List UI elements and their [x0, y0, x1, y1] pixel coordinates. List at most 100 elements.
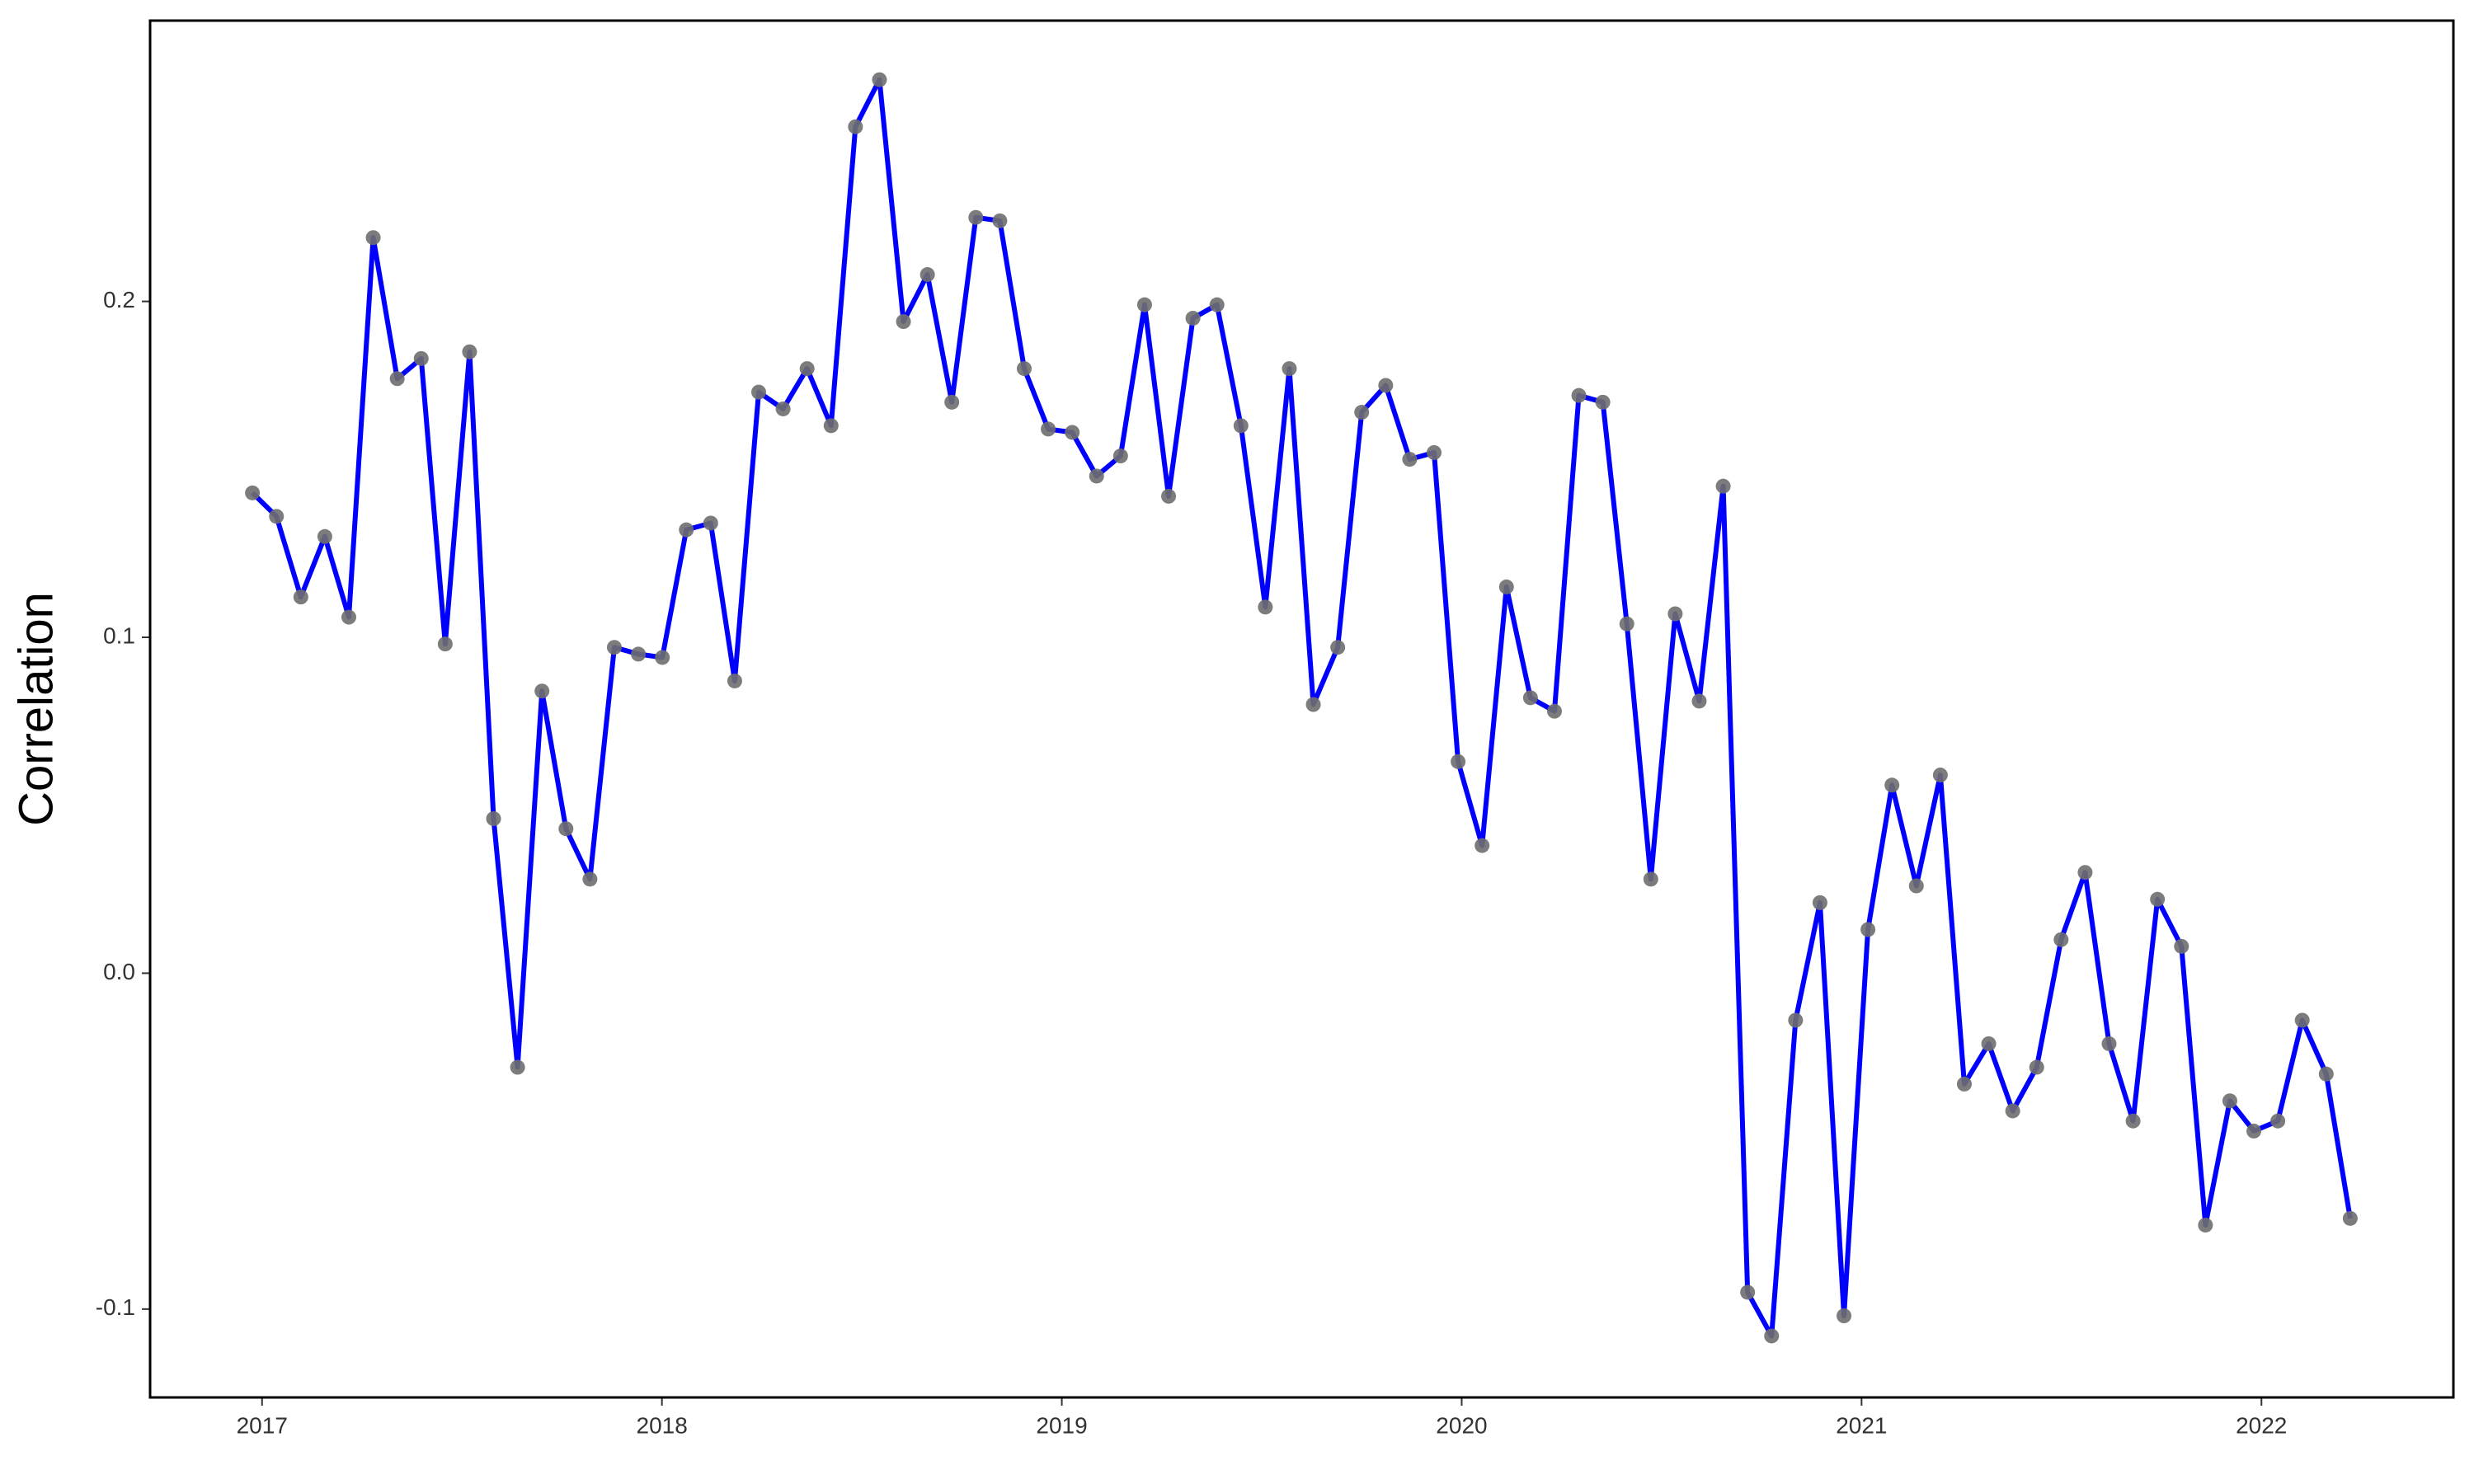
data-point: [2053, 932, 2069, 947]
data-point: [1812, 895, 1827, 910]
data-point: [799, 361, 815, 377]
data-point: [1595, 394, 1611, 410]
data-point: [2077, 865, 2093, 881]
data-point: [1089, 468, 1104, 484]
data-point: [1016, 361, 1032, 377]
x-tick-label: 2022: [2236, 1412, 2287, 1438]
data-point: [269, 509, 285, 524]
data-point: [2342, 1210, 2358, 1226]
data-point: [1451, 754, 1466, 769]
data-point: [413, 350, 429, 366]
data-point: [1065, 425, 1080, 440]
data-point: [510, 1059, 525, 1075]
data-point: [968, 209, 984, 225]
data-point: [1860, 922, 1876, 937]
data-point: [823, 418, 839, 434]
data-point: [1161, 488, 1177, 504]
data-point: [2005, 1103, 2020, 1119]
data-point: [1041, 421, 1056, 437]
data-point: [2174, 938, 2189, 954]
data-point: [1498, 579, 1514, 594]
data-point: [679, 522, 694, 538]
data-point: [293, 589, 308, 605]
y-tick-label: 0.2: [103, 287, 135, 312]
data-point: [1788, 1012, 1804, 1028]
series-line: [251, 77, 2353, 1339]
data-point: [1112, 448, 1128, 464]
data-point: [462, 344, 477, 359]
data-point: [365, 230, 381, 246]
data-point: [944, 394, 960, 410]
data-point: [1185, 310, 1201, 326]
data-point: [1330, 640, 1346, 655]
x-tick-label: 2019: [1036, 1412, 1087, 1438]
data-point: [2246, 1123, 2262, 1139]
data-point: [872, 72, 887, 87]
data-point: [631, 646, 647, 662]
data-point: [1667, 606, 1683, 622]
data-point: [245, 485, 261, 500]
data-point: [1740, 1284, 1756, 1300]
data-point: [703, 515, 718, 531]
data-point: [1764, 1328, 1780, 1344]
data-point: [1691, 693, 1707, 709]
data-point: [727, 673, 742, 688]
data-point: [1956, 1076, 1972, 1092]
data-point: [389, 371, 405, 387]
data-point: [486, 811, 501, 827]
data-point: [1522, 690, 1538, 706]
y-tick-label: 0.0: [103, 959, 135, 984]
data-point: [1546, 703, 1562, 719]
x-tick-label: 2017: [237, 1412, 288, 1438]
data-point: [1981, 1036, 1997, 1051]
data-point: [1354, 405, 1370, 420]
data-point: [1233, 418, 1249, 434]
data-point: [1932, 768, 1948, 783]
data-point: [1402, 452, 1418, 467]
data-point: [1282, 361, 1297, 377]
data-point: [2198, 1217, 2213, 1233]
data-point: [1571, 387, 1587, 403]
data-point: [1305, 697, 1321, 712]
data-point: [2318, 1066, 2334, 1082]
data-point: [1378, 378, 1394, 393]
data-point: [1209, 297, 1225, 312]
x-tick-label: 2020: [1436, 1412, 1487, 1438]
data-point: [2222, 1093, 2237, 1109]
data-point: [848, 119, 863, 134]
data-point: [2125, 1113, 2141, 1129]
data-point: [1837, 1308, 1852, 1323]
data-point: [2150, 891, 2166, 907]
data-point: [534, 683, 550, 699]
data-point: [2029, 1059, 2044, 1075]
y-axis-label: Correlation: [9, 592, 63, 826]
data-point: [341, 609, 356, 625]
data-point: [1258, 599, 1273, 615]
data-point: [1884, 777, 1900, 793]
data-point: [1475, 838, 1490, 853]
data-point: [582, 871, 598, 887]
data-point: [1427, 444, 1442, 460]
data-point: [655, 650, 670, 665]
data-point: [775, 401, 791, 416]
data-point: [1136, 297, 1152, 312]
plot-frame: [148, 19, 2455, 1399]
data-point: [751, 384, 767, 400]
data-point: [896, 314, 911, 330]
x-tick-label: 2021: [1836, 1412, 1887, 1438]
data-point: [1643, 871, 1658, 887]
data-point: [558, 821, 574, 837]
x-tick-label: 2018: [637, 1412, 688, 1438]
data-point: [992, 213, 1008, 228]
data-point: [1715, 478, 1731, 494]
data-point: [920, 267, 935, 283]
data-point: [2270, 1113, 2286, 1129]
data-point: [317, 528, 332, 544]
data-point: [2101, 1036, 2117, 1051]
data-point: [437, 636, 453, 652]
y-tick-label: -0.1: [96, 1294, 135, 1320]
data-point: [1619, 616, 1634, 632]
data-point: [1908, 878, 1924, 894]
data-point: [606, 640, 622, 655]
